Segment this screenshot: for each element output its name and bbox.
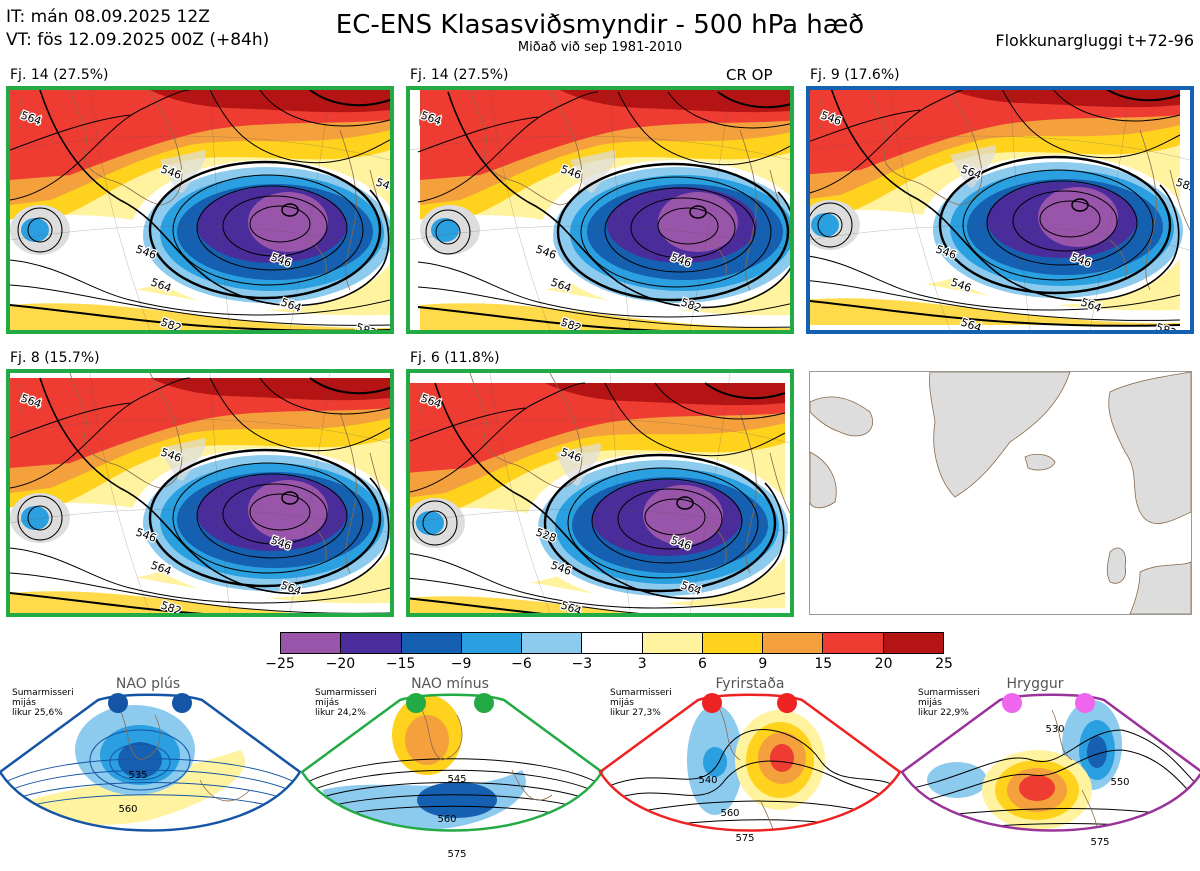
colorbar-tick-label: 3	[637, 656, 647, 672]
europe-landmass	[1129, 561, 1191, 614]
regime-title-blocking: Fyrirstaða	[715, 676, 785, 692]
regime-map-nao-minus: 545 560 575	[300, 693, 604, 860]
regime-contour-label: 545	[447, 774, 466, 785]
colorbar-tick-label: −6	[511, 656, 532, 672]
colorbar-swatch	[763, 633, 824, 653]
colorbar-swatch	[642, 633, 703, 653]
regime-map-blocking: 540 560 575	[598, 693, 902, 844]
regime-maps: 535 560 545 560 575	[0, 693, 1200, 860]
page-subtitle: Miðað við sep 1981-2010	[517, 40, 683, 55]
regime-contour-label: 575	[735, 833, 754, 844]
colorbar-swatch	[702, 633, 764, 653]
colorbar-tick-label: −15	[385, 656, 416, 672]
greenland-landmass	[929, 372, 1071, 498]
colorbar-tick-label: 6	[698, 656, 707, 672]
britain-landmass	[1106, 547, 1127, 584]
panel-3-label: Fj. 9 (17.6%)	[810, 67, 900, 83]
colorbar-tick-label: −3	[571, 656, 593, 672]
regime-map-ridge: 530 550 575	[900, 693, 1200, 848]
canada-landmass	[810, 396, 873, 437]
colorbar-swatch	[522, 633, 583, 653]
cluster-panel[interactable]: 564 546 528 546 546 564 564	[406, 369, 794, 617]
panel-1-label: Fj. 14 (27.5%)	[10, 67, 109, 83]
cluster-panel[interactable]: 564 546 546 546 564 582 582	[406, 86, 794, 334]
regime-note-likelihood: likur 22,9%	[918, 708, 969, 718]
regime-contour-label: 550	[1110, 777, 1129, 788]
colorbar-tick-label: −25	[265, 656, 295, 672]
cluster-panel[interactable]: 546564546546546564564582582	[806, 86, 1194, 334]
colorbar-tick-label: 9	[758, 656, 768, 672]
regime-note-season: Sumarmisseri	[610, 688, 672, 698]
colorbar-swatch	[582, 633, 643, 653]
regime-contour-label: 560	[720, 808, 739, 819]
regime-note-mean: mijás	[918, 698, 942, 708]
colorbar-tick-label: 15	[814, 656, 833, 672]
regime-note: Sumarmisseri mijás likur 27,3%	[610, 688, 672, 718]
colorbar-swatch	[461, 633, 523, 653]
labrador-landmass	[810, 451, 837, 509]
regime-contour-label: 560	[118, 804, 137, 815]
init-time: IT: mán 08.09.2025 12Z	[6, 7, 210, 27]
contour-label: 582	[354, 321, 378, 330]
page-title: EC-ENS Klasasviðsmyndir - 500 hPa hæð	[335, 10, 865, 40]
cluster-panel[interactable]: 564546546546564564582546582	[6, 86, 394, 334]
iceland-landmass	[1024, 453, 1056, 471]
regime-note-likelihood: likur 27,3%	[610, 708, 661, 718]
regime-note: Sumarmisseri mijás likur 25,6%	[12, 688, 74, 718]
regime-note-likelihood: likur 25,6%	[12, 708, 63, 718]
regime-dot	[777, 693, 797, 713]
empty-map-panel	[809, 371, 1192, 615]
valid-time: VT: fös 12.09.2025 00Z (+84h)	[6, 30, 270, 50]
regime-contour-label: 530	[1045, 724, 1064, 735]
regime-dot	[702, 693, 722, 713]
panel-4-label: Fj. 8 (15.7%)	[10, 350, 100, 366]
regime-contour-label: 540	[698, 775, 717, 786]
colorbar-tick-label: 20	[874, 656, 893, 672]
colorbar-swatch	[341, 633, 402, 653]
regime-dot	[172, 693, 192, 713]
regime-note-mean: mijás	[12, 698, 36, 708]
regime-contour-label: 560	[437, 814, 456, 825]
contour-label: 582	[1154, 321, 1178, 330]
panel-2-label: Fj. 14 (27.5%)	[410, 67, 509, 83]
regime-note-mean: mijás	[610, 698, 634, 708]
regime-note-mean: mijás	[315, 698, 339, 708]
regime-contour-label: 535	[128, 770, 147, 781]
regime-dot	[1075, 693, 1095, 713]
cluster-panel[interactable]: 564 546 546 546 564 564 582	[6, 369, 394, 617]
regime-contour-label: 575	[447, 849, 466, 860]
colorbar-ticks: −25 −20 −15 −9 −6 −3 3 6 9 15 20 25	[265, 656, 953, 674]
colorbar-tick-label: −9	[450, 656, 472, 672]
regime-dot	[1002, 693, 1022, 713]
regime-title-nao-plus: NAO plús	[115, 676, 181, 692]
regime-note-season: Sumarmisseri	[315, 688, 377, 698]
colorbar-swatch	[401, 633, 462, 653]
colorbar-swatch	[281, 633, 342, 653]
regime-map-nao-plus: 535 560	[0, 693, 302, 832]
regime-dot	[406, 693, 426, 713]
regime-note-season: Sumarmisseri	[918, 688, 980, 698]
colorbar-tick-label: −20	[325, 656, 356, 672]
regime-note: Sumarmisseri mijás likur 22,9%	[918, 688, 980, 718]
regime-contour-label: 575	[1090, 837, 1109, 848]
anomaly-colorbar	[280, 632, 944, 654]
regime-title-nao-minus: NAO mínus	[411, 676, 489, 692]
regime-note-season: Sumarmisseri	[12, 688, 74, 698]
regime-note-likelihood: likur 24,2%	[315, 708, 366, 718]
regime-dot	[108, 693, 128, 713]
panel-5-label: Fj. 6 (11.8%)	[410, 350, 500, 366]
header-info: IT: mán 08.09.2025 12Z VT: fös 12.09.202…	[6, 6, 269, 52]
colorbar-tick-label: 25	[935, 656, 953, 672]
colorbar-swatch	[883, 633, 943, 653]
scandinavia-landmass	[1108, 372, 1191, 524]
regime-dot	[474, 693, 494, 713]
panel-2-operational-tag: CR OP	[726, 66, 773, 84]
classification-window: Flokkunargluggi t+72-96	[995, 31, 1194, 50]
regime-title-ridge: Hryggur	[1006, 676, 1064, 692]
colorbar-swatch	[823, 633, 884, 653]
regime-note: Sumarmisseri mijás likur 24,2%	[315, 688, 377, 718]
